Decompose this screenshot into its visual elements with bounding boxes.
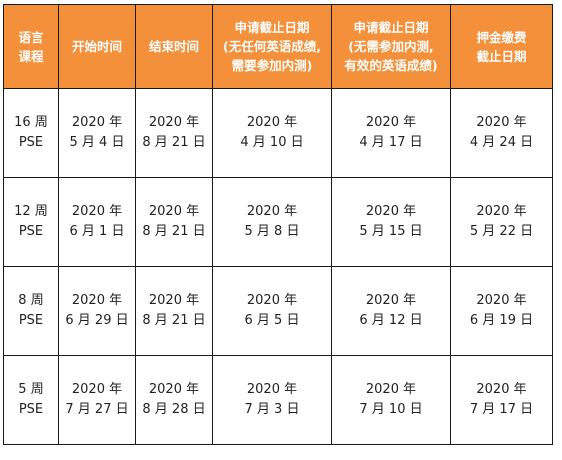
header-start-time: 开始时间 xyxy=(58,4,136,89)
end-date-cell: 2020 年 8 月 21 日 xyxy=(135,177,213,267)
cell-line: PSE xyxy=(18,135,44,150)
cell-line: PSE xyxy=(18,224,44,239)
deadline-score-cell: 2020 年 6 月 12 日 xyxy=(331,266,451,356)
header-course: 语言 课程 xyxy=(3,4,59,89)
cell-line: 2020 年 xyxy=(365,382,417,397)
header-line: 截止日期 xyxy=(476,48,527,64)
cell-line: 2020 年 xyxy=(365,293,417,308)
header-line: 语言 xyxy=(18,29,44,45)
header-deadline-english-score: 申请截止日期 (无需参加内测, 有效的英语成绩) xyxy=(331,4,451,89)
course-cell: 8 周 PSE xyxy=(3,266,59,356)
cell-line: 6 月 5 日 xyxy=(244,313,300,328)
table-row: 8 周 PSE 2020 年 6 月 29 日 2020 年 8 月 21 日 … xyxy=(3,266,553,356)
cell-line: 6 月 1 日 xyxy=(69,224,125,239)
course-cell: 12 周 PSE xyxy=(3,177,59,267)
deposit-deadline-cell: 2020 年 4 月 24 日 xyxy=(450,88,553,178)
cell-line: 16 周 xyxy=(14,115,48,130)
cell-line: 2020 年 xyxy=(148,293,200,308)
cell-line: 4 月 10 日 xyxy=(240,135,304,150)
cell-line: 12 周 xyxy=(14,204,48,219)
cell-line: 8 月 21 日 xyxy=(142,224,206,239)
cell-line: 8 月 21 日 xyxy=(142,313,206,328)
header-deadline-internal-test: 申请截止日期 (无任何英语成绩, 需要参加内测) xyxy=(212,4,332,89)
cell-line: 7 月 17 日 xyxy=(469,402,534,417)
cell-line: 2020 年 xyxy=(476,382,527,397)
cell-line: 2020 年 xyxy=(148,115,200,130)
header-line: (无需参加内测, xyxy=(348,39,434,54)
cell-line: 2020 年 xyxy=(246,382,298,397)
cell-line: 2020 年 xyxy=(246,293,298,308)
course-cell: 16 周 PSE xyxy=(3,88,59,178)
cell-line: 8 月 28 日 xyxy=(142,402,206,417)
cell-line: 2020 年 xyxy=(148,204,200,219)
deposit-deadline-cell: 2020 年 5 月 22 日 xyxy=(450,177,553,267)
cell-line: 2020 年 xyxy=(148,382,200,397)
course-schedule-table: 语言 课程 开始时间 结束时间 申请截止日期 (无任何英语成绩, 需要参加内测)… xyxy=(3,4,553,445)
header-row: 语言 课程 开始时间 结束时间 申请截止日期 (无任何英语成绩, 需要参加内测)… xyxy=(3,4,553,89)
table-row: 5 周 PSE 2020 年 7 月 27 日 2020 年 8 月 28 日 … xyxy=(3,355,553,445)
cell-line: PSE xyxy=(18,402,44,417)
cell-line: 5 月 22 日 xyxy=(469,224,534,239)
cell-line: 4 月 17 日 xyxy=(359,135,423,150)
cell-line: 6 月 19 日 xyxy=(469,313,534,328)
end-date-cell: 2020 年 8 月 21 日 xyxy=(135,266,213,356)
start-date-cell: 2020 年 6 月 1 日 xyxy=(58,177,136,267)
deadline-test-cell: 2020 年 7 月 3 日 xyxy=(212,355,332,445)
header-line: 申请截止日期 xyxy=(353,20,429,35)
cell-line: 2020 年 xyxy=(71,382,123,397)
header-end-time: 结束时间 xyxy=(135,4,213,89)
cell-line: 7 月 3 日 xyxy=(244,402,300,417)
header-line: 押金缴费 xyxy=(476,29,527,45)
table-row: 16 周 PSE 2020 年 5 月 4 日 2020 年 8 月 21 日 … xyxy=(3,88,553,178)
header-deposit-deadline: 押金缴费 截止日期 xyxy=(450,4,553,89)
deadline-test-cell: 2020 年 4 月 10 日 xyxy=(212,88,332,178)
cell-line: 4 月 24 日 xyxy=(469,135,534,150)
header-line: 开始时间 xyxy=(71,39,122,54)
cell-line: 2020 年 xyxy=(246,204,298,219)
deadline-test-cell: 2020 年 5 月 8 日 xyxy=(212,177,332,267)
cell-line: 5 月 15 日 xyxy=(359,224,423,239)
deadline-score-cell: 2020 年 5 月 15 日 xyxy=(331,177,451,267)
cell-line: 2020 年 xyxy=(476,293,527,308)
start-date-cell: 2020 年 5 月 4 日 xyxy=(58,88,136,178)
cell-line: 5 月 8 日 xyxy=(244,224,300,239)
cell-line: 5 月 4 日 xyxy=(69,135,125,150)
cell-line: 7 月 10 日 xyxy=(359,402,423,417)
header-line: (无任何英语成绩, xyxy=(223,39,321,54)
cell-line: 2020 年 xyxy=(365,115,417,130)
start-date-cell: 2020 年 6 月 29 日 xyxy=(58,266,136,356)
end-date-cell: 2020 年 8 月 28 日 xyxy=(135,355,213,445)
header-line: 结束时间 xyxy=(148,39,199,54)
cell-line: 5 周 xyxy=(18,382,44,397)
cell-line: 2020 年 xyxy=(71,293,123,308)
header-line: 有效的英语成绩) xyxy=(344,58,438,73)
cell-line: PSE xyxy=(18,313,44,328)
cell-line: 6 月 29 日 xyxy=(65,313,129,328)
cell-line: 2020 年 xyxy=(476,204,527,219)
deadline-test-cell: 2020 年 6 月 5 日 xyxy=(212,266,332,356)
cell-line: 6 月 12 日 xyxy=(359,313,423,328)
header-line: 课程 xyxy=(18,48,44,64)
cell-line: 8 周 xyxy=(18,293,44,308)
cell-line: 2020 年 xyxy=(365,204,417,219)
deadline-score-cell: 2020 年 4 月 17 日 xyxy=(331,88,451,178)
start-date-cell: 2020 年 7 月 27 日 xyxy=(58,355,136,445)
cell-line: 2020 年 xyxy=(71,115,123,130)
header-line: 需要参加内测) xyxy=(231,58,313,73)
deposit-deadline-cell: 2020 年 7 月 17 日 xyxy=(450,355,553,445)
cell-line: 8 月 21 日 xyxy=(142,135,206,150)
deadline-score-cell: 2020 年 7 月 10 日 xyxy=(331,355,451,445)
cell-line: 2020 年 xyxy=(476,115,527,130)
table-row: 12 周 PSE 2020 年 6 月 1 日 2020 年 8 月 21 日 … xyxy=(3,177,553,267)
header-line: 申请截止日期 xyxy=(234,20,310,35)
deposit-deadline-cell: 2020 年 6 月 19 日 xyxy=(450,266,553,356)
cell-line: 2020 年 xyxy=(246,115,298,130)
cell-line: 7 月 27 日 xyxy=(65,402,129,417)
cell-line: 2020 年 xyxy=(71,204,123,219)
course-cell: 5 周 PSE xyxy=(3,355,59,445)
end-date-cell: 2020 年 8 月 21 日 xyxy=(135,88,213,178)
